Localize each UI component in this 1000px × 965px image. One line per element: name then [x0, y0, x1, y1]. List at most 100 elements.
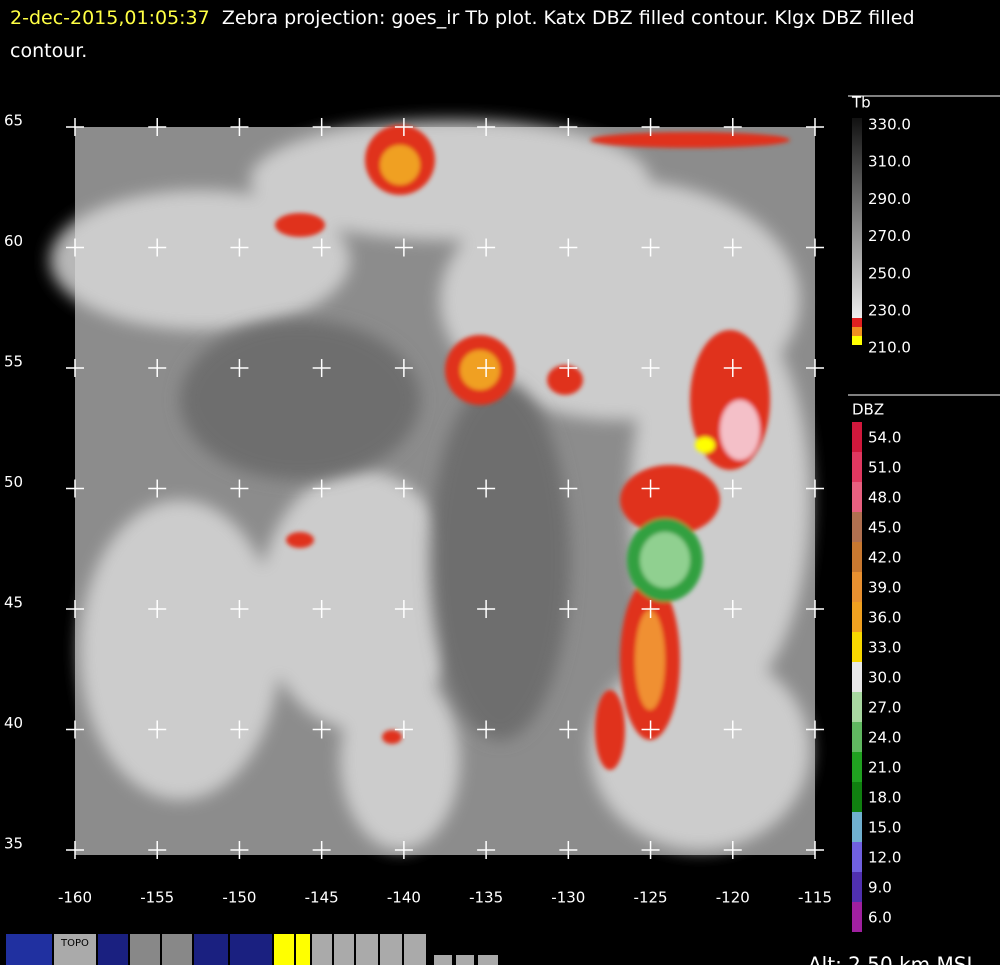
- button[interactable]: [456, 955, 474, 965]
- grid-cross: [394, 841, 413, 859]
- grid-cross: [477, 238, 496, 257]
- legend-label: 36.0: [868, 609, 901, 627]
- legend-label: 6.0: [868, 909, 892, 927]
- legend-label: 30.0: [868, 669, 901, 687]
- colorbar-segment: [852, 722, 862, 752]
- button[interactable]: [478, 955, 498, 965]
- button[interactable]: [434, 955, 452, 965]
- grid-cross: [66, 359, 84, 377]
- grid-cross: [723, 238, 742, 257]
- lon-label: -115: [798, 889, 832, 907]
- grid-cross: [723, 841, 742, 859]
- grid-cross: [477, 359, 496, 377]
- grid-cross: [723, 720, 742, 739]
- grid-cross: [723, 118, 742, 136]
- colorbar-segment: [852, 542, 862, 572]
- colorbar-segment: [852, 422, 862, 452]
- button[interactable]: [380, 934, 402, 965]
- grid-cross: [66, 238, 84, 257]
- grid-cross: [559, 479, 578, 498]
- legend-label: 210.0: [868, 339, 911, 357]
- graticule: [66, 118, 824, 859]
- grid-cross: [394, 359, 413, 377]
- grid-cross: [641, 359, 660, 377]
- legend-label: 24.0: [868, 729, 901, 747]
- grid-cross: [641, 720, 660, 739]
- grid-cross: [641, 841, 660, 859]
- grid-cross: [394, 479, 413, 498]
- colorbar-segment: [852, 692, 862, 722]
- grid-cross: [148, 238, 167, 257]
- button[interactable]: [404, 934, 426, 965]
- colorbar-segment: [852, 572, 862, 602]
- grid-cross: [230, 479, 249, 498]
- legend-title: DBZ: [852, 401, 884, 419]
- legend-label: 15.0: [868, 819, 901, 837]
- legend-label: 290.0: [868, 190, 911, 208]
- button[interactable]: [312, 934, 332, 965]
- grid-cross: [66, 479, 84, 498]
- button[interactable]: [130, 934, 160, 965]
- button[interactable]: [356, 934, 378, 965]
- grid-cross: [806, 720, 824, 739]
- colorbar: [852, 336, 862, 345]
- colorbar-segment: [852, 602, 862, 632]
- legend-title: Tb: [851, 94, 871, 112]
- button[interactable]: [98, 934, 128, 965]
- grid-cross: [723, 359, 742, 377]
- grid-cross: [559, 720, 578, 739]
- grid-cross: [312, 118, 331, 136]
- button[interactable]: [162, 934, 192, 965]
- legend-label: 9.0: [868, 879, 892, 897]
- grid-cross: [559, 238, 578, 257]
- colorbar: [852, 118, 862, 318]
- grid-cross: [559, 118, 578, 136]
- grid-cross: [477, 841, 496, 859]
- grid-cross: [230, 118, 249, 136]
- grid-cross: [477, 600, 496, 618]
- lon-label: -155: [140, 889, 174, 907]
- button[interactable]: [274, 934, 294, 965]
- button[interactable]: [334, 934, 354, 965]
- grid-cross: [559, 841, 578, 859]
- grid-cross: [230, 841, 249, 859]
- legend-label: 18.0: [868, 789, 901, 807]
- lat-label: 45: [4, 594, 23, 612]
- grid-cross: [394, 600, 413, 618]
- button-label: TOPO: [60, 938, 89, 949]
- colorbar-segment: [852, 662, 862, 692]
- legend-label: 230.0: [868, 302, 911, 320]
- grid-cross: [559, 600, 578, 618]
- button[interactable]: [54, 934, 96, 965]
- legend-label: 42.0: [868, 549, 901, 567]
- button[interactable]: [194, 934, 228, 965]
- lon-label: -120: [716, 889, 750, 907]
- grid-cross: [394, 238, 413, 257]
- grid-cross: [312, 479, 331, 498]
- grid-cross: [723, 479, 742, 498]
- grid-cross: [477, 479, 496, 498]
- button[interactable]: [296, 934, 310, 965]
- timestamp: 2-dec-2015,01:05:37: [10, 7, 210, 29]
- grid-cross: [230, 238, 249, 257]
- button[interactable]: [6, 934, 52, 965]
- grid-cross: [723, 600, 742, 618]
- grid-cross: [148, 359, 167, 377]
- lat-label: 60: [4, 232, 23, 250]
- colorbar-segment: [852, 842, 862, 872]
- grid-cross: [641, 238, 660, 257]
- legend-label: 21.0: [868, 759, 901, 777]
- colorbar-segment: [852, 752, 862, 782]
- grid-cross: [477, 118, 496, 136]
- grid-cross: [641, 118, 660, 136]
- grid-cross: [806, 600, 824, 618]
- grid-cross: [66, 118, 84, 136]
- grid-cross: [641, 479, 660, 498]
- colorbar-segment: [852, 872, 862, 902]
- grid-cross: [394, 118, 413, 136]
- colorbar-segment: [852, 452, 862, 482]
- button[interactable]: [230, 934, 272, 965]
- colorbar-segment: [852, 902, 862, 932]
